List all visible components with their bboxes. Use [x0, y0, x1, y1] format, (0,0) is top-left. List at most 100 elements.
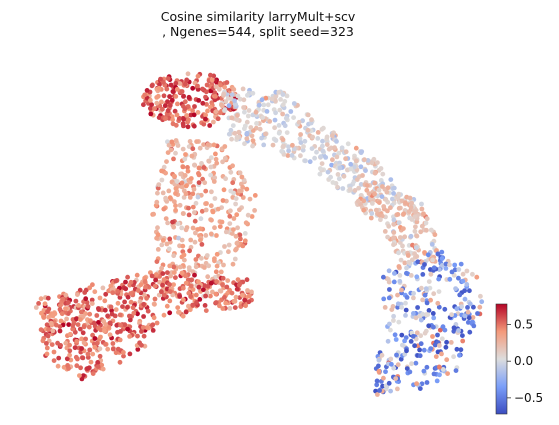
scatter-point: [414, 330, 420, 336]
scatter-point: [412, 228, 418, 234]
scatter-point: [159, 168, 165, 174]
scatter-point: [100, 285, 106, 291]
scatter-point: [102, 298, 108, 304]
scatter-point: [78, 317, 83, 322]
scatter-point: [203, 293, 209, 299]
scatter-point: [193, 230, 198, 236]
scatter-point: [190, 108, 196, 113]
scatter-point: [435, 332, 440, 338]
scatter-point: [209, 189, 214, 195]
scatter-point: [246, 108, 252, 113]
scatter-point: [250, 138, 256, 144]
scatter-point: [460, 333, 465, 338]
scatter-point: [240, 184, 246, 190]
scatter-point: [140, 325, 146, 330]
scatter-point: [388, 205, 393, 211]
scatter-point: [164, 159, 169, 165]
scatter-point: [263, 131, 268, 137]
scatter-point: [181, 252, 187, 258]
scatter-point: [460, 338, 466, 344]
scatter-point: [388, 177, 394, 183]
scatter-point: [152, 296, 158, 302]
scatter-point: [234, 240, 240, 246]
scatter-point: [359, 149, 365, 155]
scatter-point: [199, 242, 205, 247]
scatter-point: [369, 160, 375, 166]
scatter-point: [238, 236, 243, 242]
scatter-point: [403, 313, 408, 318]
scatter-point: [279, 148, 285, 154]
scatter-point: [45, 295, 51, 301]
scatter-point: [242, 297, 248, 303]
scatter-point: [393, 376, 399, 381]
scatter-point: [175, 305, 181, 310]
scatter-point: [430, 257, 435, 263]
scatter-point: [376, 200, 382, 206]
scatter-point: [456, 275, 461, 281]
scatter-point: [92, 344, 98, 350]
scatter-point: [365, 158, 371, 163]
scatter-point: [453, 286, 458, 291]
scatter-point: [193, 292, 199, 298]
scatter-point: [397, 273, 403, 278]
scatter-point: [222, 295, 227, 300]
scatter-point: [418, 341, 424, 347]
scatter-point: [404, 348, 409, 354]
scatter-point: [195, 83, 200, 89]
scatter-point: [428, 346, 434, 351]
scatter-point: [177, 202, 183, 208]
scatter-point: [417, 353, 423, 359]
scatter-point: [48, 320, 54, 326]
scatter-point: [242, 231, 248, 236]
scatter-point: [228, 208, 233, 214]
scatter-point: [224, 284, 230, 290]
scatter-point: [426, 323, 432, 329]
scatter-point: [170, 219, 175, 225]
scatter-point: [325, 169, 331, 175]
scatter-point: [300, 147, 306, 153]
scatter-point: [234, 117, 240, 123]
scatter-point: [286, 144, 291, 150]
scatter-point: [247, 196, 253, 202]
scatter-point: [203, 116, 208, 122]
scatter-point: [444, 357, 450, 363]
scatter-point: [298, 140, 304, 146]
scatter-point: [414, 381, 419, 387]
scatter-point: [210, 209, 216, 215]
scatter-point: [90, 351, 96, 357]
scatter-point: [205, 108, 210, 114]
scatter-point: [81, 373, 86, 378]
scatter-point: [270, 142, 276, 148]
scatter-point: [348, 161, 354, 167]
scatter-point: [396, 264, 402, 269]
scatter-point: [117, 359, 123, 365]
scatter-point: [191, 186, 197, 192]
scatter-point: [281, 143, 286, 149]
scatter-point: [370, 201, 375, 206]
scatter-point: [418, 333, 424, 339]
scatter-point: [58, 318, 64, 324]
scatter-point: [467, 288, 472, 294]
scatter-point: [411, 291, 416, 296]
scatter-point: [177, 264, 183, 270]
scatter-point: [159, 242, 165, 248]
scatter-point: [186, 265, 192, 270]
scatter-point: [215, 206, 221, 212]
scatter-point: [230, 180, 236, 186]
scatter-point: [118, 322, 123, 328]
scatter-point: [200, 100, 206, 106]
scatter-point: [174, 86, 180, 92]
scatter-point: [330, 157, 335, 163]
scatter-point: [447, 276, 453, 282]
scatter-point: [395, 301, 401, 307]
scatter-point: [393, 337, 399, 342]
scatter-point: [66, 322, 72, 327]
scatter-point: [50, 328, 56, 334]
scatter-point: [230, 123, 236, 128]
scatter-point: [420, 297, 425, 303]
scatter-point: [91, 320, 97, 326]
scatter-point: [284, 93, 290, 99]
scatter-point: [222, 155, 228, 161]
scatter-point: [67, 352, 72, 358]
scatter-point: [45, 333, 51, 339]
